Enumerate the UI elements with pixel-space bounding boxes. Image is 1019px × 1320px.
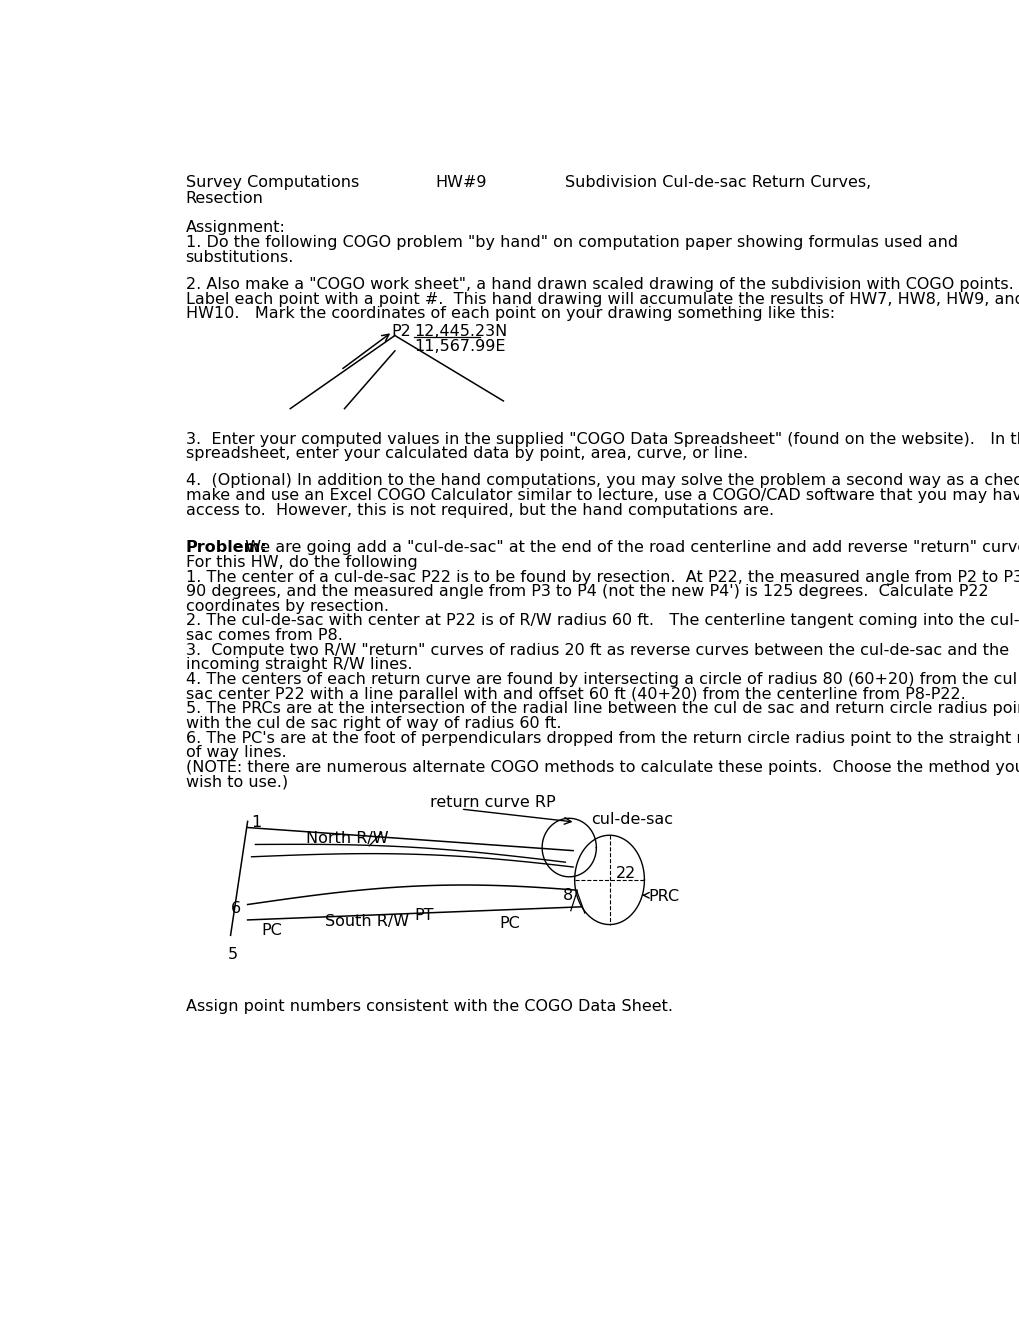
Text: PC: PC: [261, 923, 282, 939]
Text: HW#9: HW#9: [434, 176, 486, 190]
Text: PC: PC: [499, 916, 520, 931]
Text: North R/W: North R/W: [306, 830, 388, 846]
Text: of way lines.: of way lines.: [185, 744, 286, 760]
Text: PT: PT: [414, 908, 433, 924]
Text: 2. Also make a "COGO work sheet", a hand drawn scaled drawing of the subdivision: 2. Also make a "COGO work sheet", a hand…: [185, 277, 1013, 292]
Text: Problem:: Problem:: [185, 540, 267, 556]
Text: Assign point numbers consistent with the COGO Data Sheet.: Assign point numbers consistent with the…: [185, 999, 672, 1014]
Text: Subdivision Cul-de-sac Return Curves,: Subdivision Cul-de-sac Return Curves,: [565, 176, 871, 190]
Text: 22: 22: [615, 866, 636, 880]
Text: 3.  Enter your computed values in the supplied "COGO Data Spreadsheet" (found on: 3. Enter your computed values in the sup…: [185, 432, 1019, 446]
Text: 8: 8: [562, 887, 573, 903]
Text: HW10.   Mark the coordinates of each point on your drawing something like this:: HW10. Mark the coordinates of each point…: [185, 306, 834, 321]
Text: sac comes from P8.: sac comes from P8.: [185, 628, 342, 643]
Text: 3.  Compute two R/W "return" curves of radius 20 ft as reverse curves between th: 3. Compute two R/W "return" curves of ra…: [185, 643, 1008, 657]
Text: 4.  (Optional) In addition to the hand computations, you may solve the problem a: 4. (Optional) In addition to the hand co…: [185, 474, 1019, 488]
Text: Resection: Resection: [185, 190, 263, 206]
Text: South R/W: South R/W: [325, 913, 409, 929]
Text: cul-de-sac: cul-de-sac: [590, 812, 673, 828]
Text: return curve RP: return curve RP: [429, 795, 554, 810]
Text: 5: 5: [228, 946, 238, 962]
Text: Label each point with a point #.  This hand drawing will accumulate the results : Label each point with a point #. This ha…: [185, 292, 1019, 306]
Text: For this HW, do the following: For this HW, do the following: [185, 554, 417, 570]
Text: Assignment:: Assignment:: [185, 220, 285, 235]
Text: access to.  However, this is not required, but the hand computations are.: access to. However, this is not required…: [185, 503, 773, 517]
Text: coordinates by resection.: coordinates by resection.: [185, 599, 388, 614]
Text: Survey Computations: Survey Computations: [185, 176, 359, 190]
Text: with the cul de sac right of way of radius 60 ft.: with the cul de sac right of way of radi…: [185, 715, 560, 731]
Text: 11,567.99E: 11,567.99E: [414, 339, 505, 354]
Text: 4. The centers of each return curve are found by intersecting a circle of radius: 4. The centers of each return curve are …: [185, 672, 1019, 686]
Text: 5. The PRCs are at the intersection of the radial line between the cul de sac an: 5. The PRCs are at the intersection of t…: [185, 701, 1019, 717]
Text: incoming straight R/W lines.: incoming straight R/W lines.: [185, 657, 412, 672]
Text: 12,445.23N: 12,445.23N: [414, 323, 507, 339]
Text: spreadsheet, enter your calculated data by point, area, curve, or line.: spreadsheet, enter your calculated data …: [185, 446, 747, 462]
Text: 90 degrees, and the measured angle from P3 to P4 (not the new P4') is 125 degree: 90 degrees, and the measured angle from …: [185, 585, 987, 599]
Text: 1: 1: [252, 816, 262, 830]
Text: (NOTE: there are numerous alternate COGO methods to calculate these points.  Cho: (NOTE: there are numerous alternate COGO…: [185, 760, 1019, 775]
Text: P2: P2: [390, 323, 411, 339]
Text: 6. The PC's are at the foot of perpendiculars dropped from the return circle rad: 6. The PC's are at the foot of perpendic…: [185, 730, 1019, 746]
Text: 1. The center of a cul-de-sac P22 is to be found by resection.  At P22, the meas: 1. The center of a cul-de-sac P22 is to …: [185, 570, 1019, 585]
Text: 1. Do the following COGO problem "by hand" on computation paper showing formulas: 1. Do the following COGO problem "by han…: [185, 235, 957, 251]
Text: PRC: PRC: [648, 890, 679, 904]
Text: substitutions.: substitutions.: [185, 249, 293, 265]
Text: 2. The cul-de-sac with center at P22 is of R/W radius 60 ft.   The centerline ta: 2. The cul-de-sac with center at P22 is …: [185, 614, 1019, 628]
Text: make and use an Excel COGO Calculator similar to lecture, use a COGO/CAD softwar: make and use an Excel COGO Calculator si…: [185, 488, 1019, 503]
Text: wish to use.): wish to use.): [185, 775, 287, 789]
Text: We are going add a "cul-de-sac" at the end of the road centerline and add revers: We are going add a "cul-de-sac" at the e…: [235, 540, 1019, 556]
Text: sac center P22 with a line parallel with and offset 60 ft (40+20) from the cente: sac center P22 with a line parallel with…: [185, 686, 964, 702]
Text: 6: 6: [230, 900, 240, 916]
